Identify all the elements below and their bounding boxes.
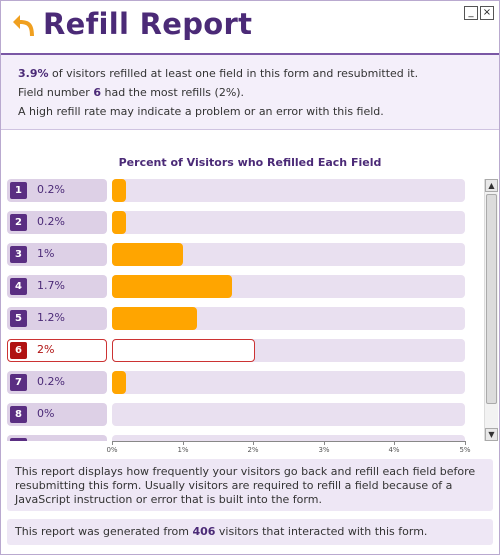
summary-line-1: 3.9% of visitors refilled at least one f… — [18, 67, 418, 80]
field-number-badge: 2 — [10, 214, 27, 231]
x-tick — [465, 441, 466, 445]
field-number-badge: 8 — [10, 406, 27, 423]
field-label-box[interactable]: 8 0% — [7, 403, 107, 426]
x-tick — [324, 441, 325, 445]
summary-line-2-prefix: Field number — [18, 86, 94, 99]
x-tick — [394, 441, 395, 445]
visitor-count: 406 — [192, 525, 216, 538]
field-percent-label: 1.7% — [37, 279, 65, 292]
refill-bar[interactable] — [112, 371, 126, 394]
footer-suffix: visitors that interacted with this form. — [215, 525, 428, 538]
field-label-box[interactable]: 5 1.2% — [7, 307, 107, 330]
refill-bar[interactable] — [112, 275, 232, 298]
x-tick — [183, 441, 184, 445]
field-percent-label: 1% — [37, 247, 55, 260]
refill-rate: 3.9% — [18, 67, 49, 80]
field-label-box[interactable]: 6 2% — [7, 339, 107, 362]
footer-prefix: This report was generated from — [15, 525, 193, 538]
info-panel: This report displays how frequently your… — [7, 459, 493, 511]
field-percent-label: 0.2% — [37, 215, 65, 228]
bar-track[interactable] — [112, 339, 465, 362]
refill-bar[interactable] — [112, 179, 126, 202]
bar-track[interactable] — [112, 275, 465, 298]
summary-line-2-suffix: had the most refills (2%). — [100, 86, 245, 99]
x-axis: 0% 1% 2% 3% 4% 5% — [1, 441, 483, 455]
field-number-badge: 1 — [10, 182, 27, 199]
field-percent-label: 0.2% — [37, 375, 65, 388]
x-tick-label: 1% — [177, 446, 189, 454]
scroll-down-button[interactable]: ▼ — [485, 428, 498, 441]
field-percent-label: 0.2% — [37, 183, 65, 196]
summary-line-3: A high refill rate may indicate a proble… — [18, 105, 384, 118]
scroll-up-button[interactable]: ▲ — [485, 179, 498, 192]
footer-panel: This report was generated from 406 visit… — [7, 519, 493, 545]
info-text: This report displays how frequently your… — [15, 465, 476, 506]
x-tick — [112, 441, 113, 445]
x-tick-label: 3% — [318, 446, 330, 454]
scroll-thumb[interactable] — [486, 194, 497, 404]
bar-track[interactable] — [112, 179, 465, 202]
x-tick — [253, 441, 254, 445]
report-header: Refill Report _ × — [1, 1, 499, 55]
field-label-box[interactable]: 7 0.2% — [7, 371, 107, 394]
page-title: Refill Report — [43, 7, 253, 41]
bar-track[interactable] — [112, 371, 465, 394]
bar-chart: 1 0.2% 2 0.2% 3 1% 4 1.7% 5 1.2% 6 2% 7 0.2% 8 0% 9 0% — [1, 173, 483, 441]
field-label-box[interactable]: 4 1.7% — [7, 275, 107, 298]
field-number-badge: 7 — [10, 374, 27, 391]
refill-bar[interactable] — [112, 339, 255, 362]
x-tick-label: 2% — [247, 446, 259, 454]
field-number-badge: 3 — [10, 246, 27, 263]
summary-line-2: Field number 6 had the most refills (2%)… — [18, 86, 244, 99]
field-label-box[interactable]: 3 1% — [7, 243, 107, 266]
field-number-badge: 6 — [10, 342, 27, 359]
field-label-box[interactable]: 9 0% — [7, 435, 107, 441]
chart-scrollbar[interactable]: ▲ ▼ — [484, 179, 498, 441]
bar-track[interactable] — [112, 307, 465, 330]
x-tick-label: 5% — [459, 446, 471, 454]
x-axis-line — [112, 441, 465, 442]
bar-track[interactable] — [112, 243, 465, 266]
refill-bar[interactable] — [112, 211, 126, 234]
field-percent-label: 1.2% — [37, 311, 65, 324]
bar-track[interactable] — [112, 435, 465, 441]
chart-title: Percent of Visitors who Refilled Each Fi… — [118, 156, 382, 169]
top-field-number: 6 — [93, 86, 101, 99]
footer-text: This report was generated from 406 visit… — [7, 519, 493, 544]
close-button[interactable]: × — [480, 6, 494, 20]
minimize-button[interactable]: _ — [464, 6, 478, 20]
field-label-box[interactable]: 1 0.2% — [7, 179, 107, 202]
field-percent-label: 0% — [37, 439, 54, 441]
bar-track[interactable] — [112, 403, 465, 426]
x-tick-label: 4% — [388, 446, 400, 454]
field-label-box[interactable]: 2 0.2% — [7, 211, 107, 234]
field-number-badge: 4 — [10, 278, 27, 295]
field-percent-label: 2% — [37, 343, 55, 356]
summary-panel: 3.9% of visitors refilled at least one f… — [1, 55, 499, 130]
refill-bar[interactable] — [112, 243, 183, 266]
x-tick-label: 0% — [106, 446, 118, 454]
back-arrow-icon[interactable] — [10, 10, 42, 42]
bar-track[interactable] — [112, 211, 465, 234]
field-percent-label: 0% — [37, 407, 55, 420]
refill-bar[interactable] — [112, 307, 197, 330]
field-number-badge: 9 — [10, 438, 27, 441]
field-number-badge: 5 — [10, 310, 27, 327]
summary-line-1-text: of visitors refilled at least one field … — [48, 67, 419, 80]
